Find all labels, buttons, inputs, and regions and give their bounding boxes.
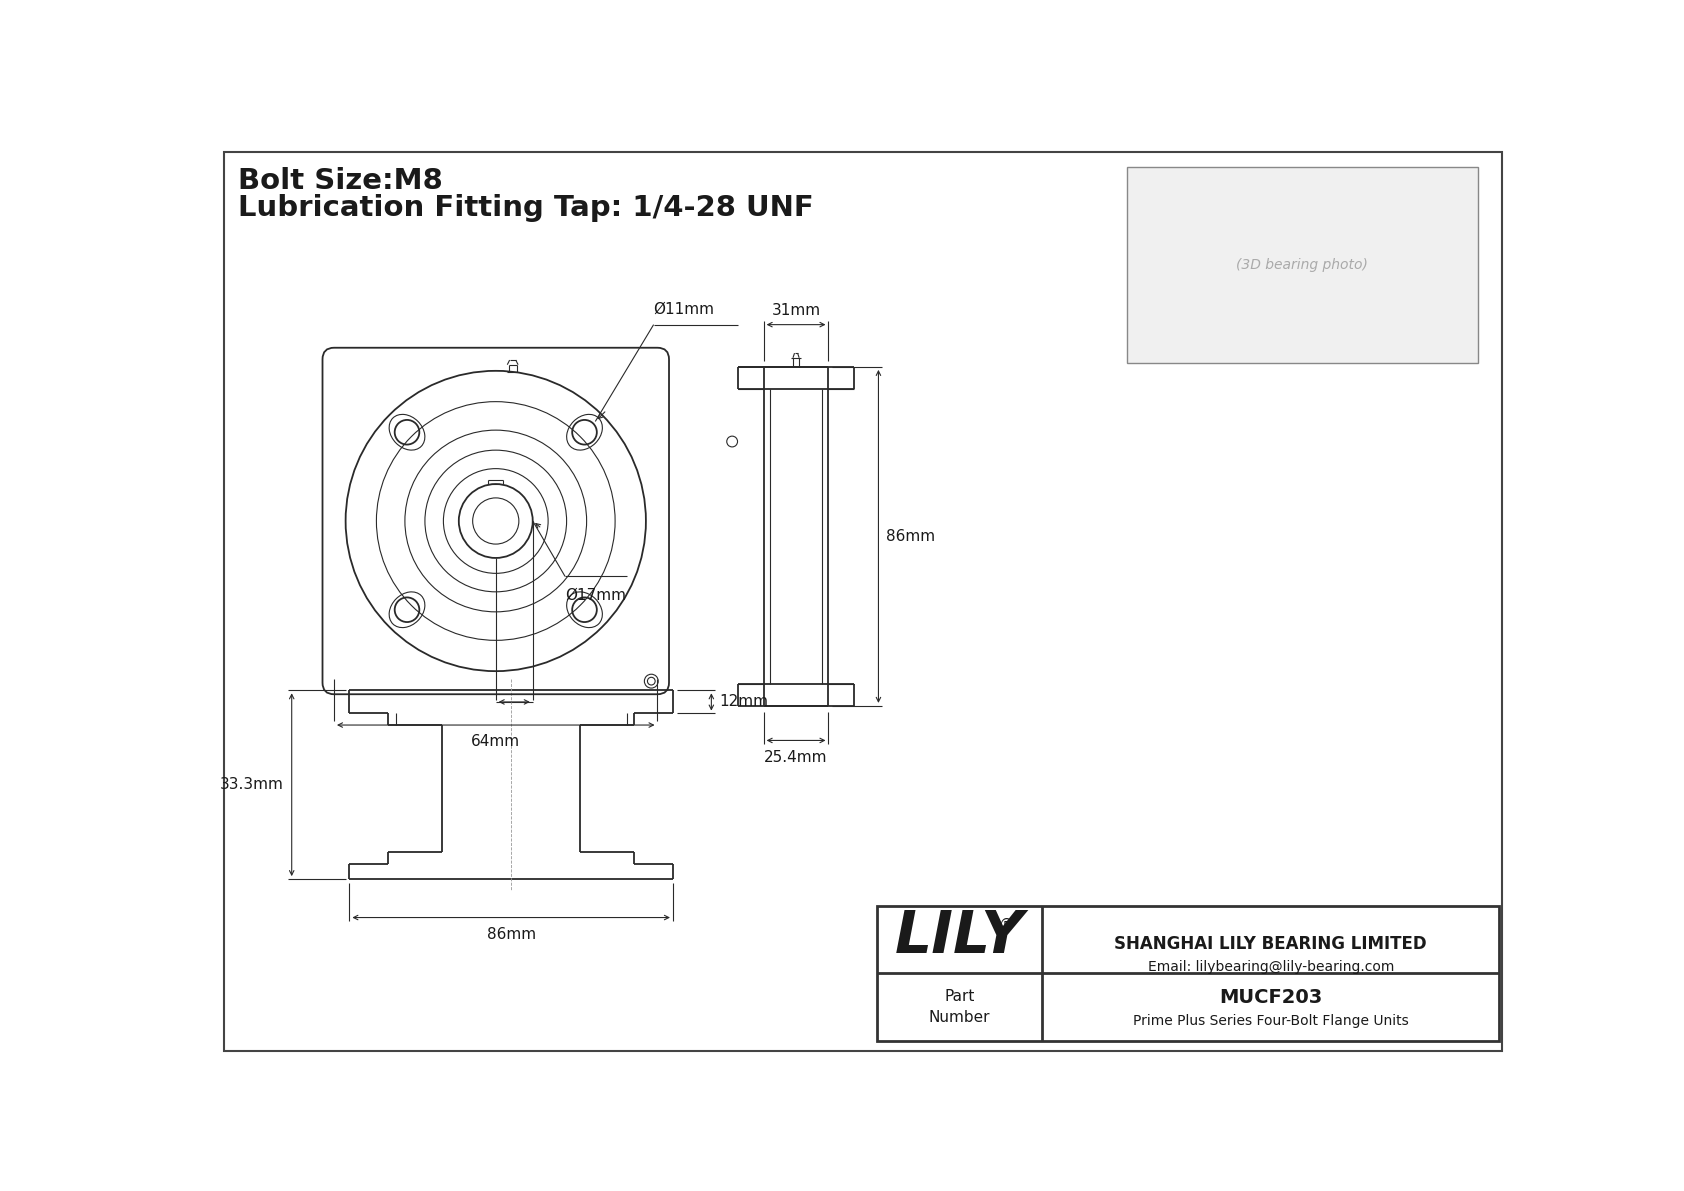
Text: MUCF203: MUCF203 (1219, 989, 1322, 1008)
Text: 64mm: 64mm (472, 735, 520, 749)
Text: 86mm: 86mm (487, 927, 536, 942)
Text: Ø11mm: Ø11mm (653, 303, 714, 317)
Text: Part
Number: Part Number (928, 989, 990, 1025)
Bar (877, 906, 1499, 1041)
Text: SHANGHAI LILY BEARING LIMITED: SHANGHAI LILY BEARING LIMITED (1115, 935, 1426, 953)
Text: 33.3mm: 33.3mm (221, 778, 285, 792)
Text: 12mm: 12mm (719, 694, 768, 710)
Bar (1127, 167, 1477, 363)
Text: 31mm: 31mm (771, 304, 820, 318)
Text: Email: lilybearing@lily-bearing.com: Email: lilybearing@lily-bearing.com (1147, 960, 1394, 973)
Text: (3D bearing photo): (3D bearing photo) (1236, 258, 1369, 272)
Text: LILY: LILY (894, 909, 1024, 966)
Text: 86mm: 86mm (886, 529, 935, 544)
Text: ®: ® (999, 918, 1014, 933)
Text: Ø17mm: Ø17mm (566, 588, 626, 603)
Text: 25.4mm: 25.4mm (765, 749, 827, 765)
Text: Lubrication Fitting Tap: 1/4-28 UNF: Lubrication Fitting Tap: 1/4-28 UNF (237, 194, 813, 222)
Text: Prime Plus Series Four-Bolt Flange Units: Prime Plus Series Four-Bolt Flange Units (1133, 1014, 1408, 1028)
Text: Bolt Size:M8: Bolt Size:M8 (237, 167, 443, 195)
